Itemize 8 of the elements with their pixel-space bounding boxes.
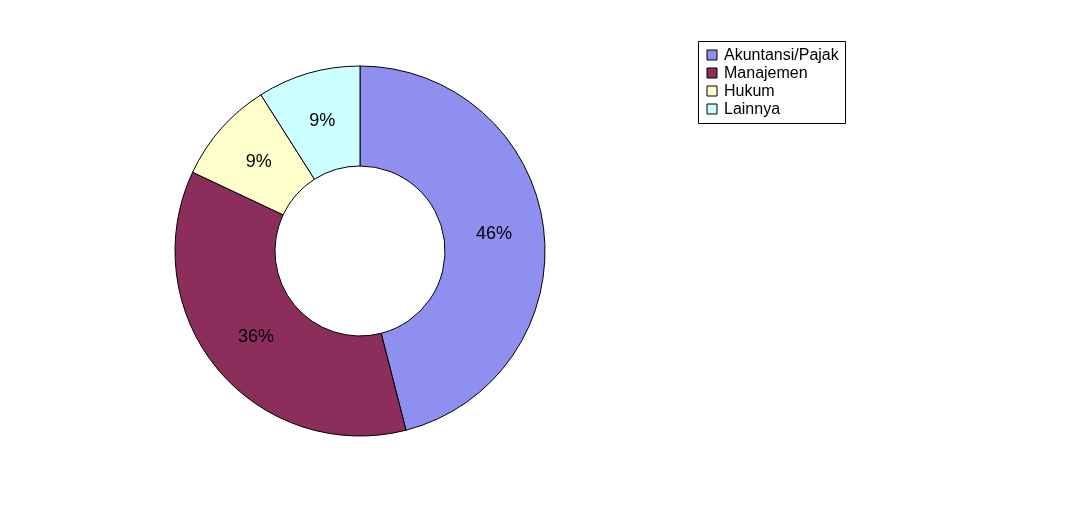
legend-label: Lainnya [724, 100, 781, 117]
legend-label: Hukum [724, 82, 775, 99]
data-label: 46% [475, 223, 512, 244]
data-label: 9% [309, 110, 336, 131]
legend-label: Akuntansi/Pajak [724, 46, 840, 63]
data-label: 9% [245, 150, 272, 171]
legend-label: Manajemen [724, 64, 808, 81]
data-label: 36% [237, 326, 274, 347]
